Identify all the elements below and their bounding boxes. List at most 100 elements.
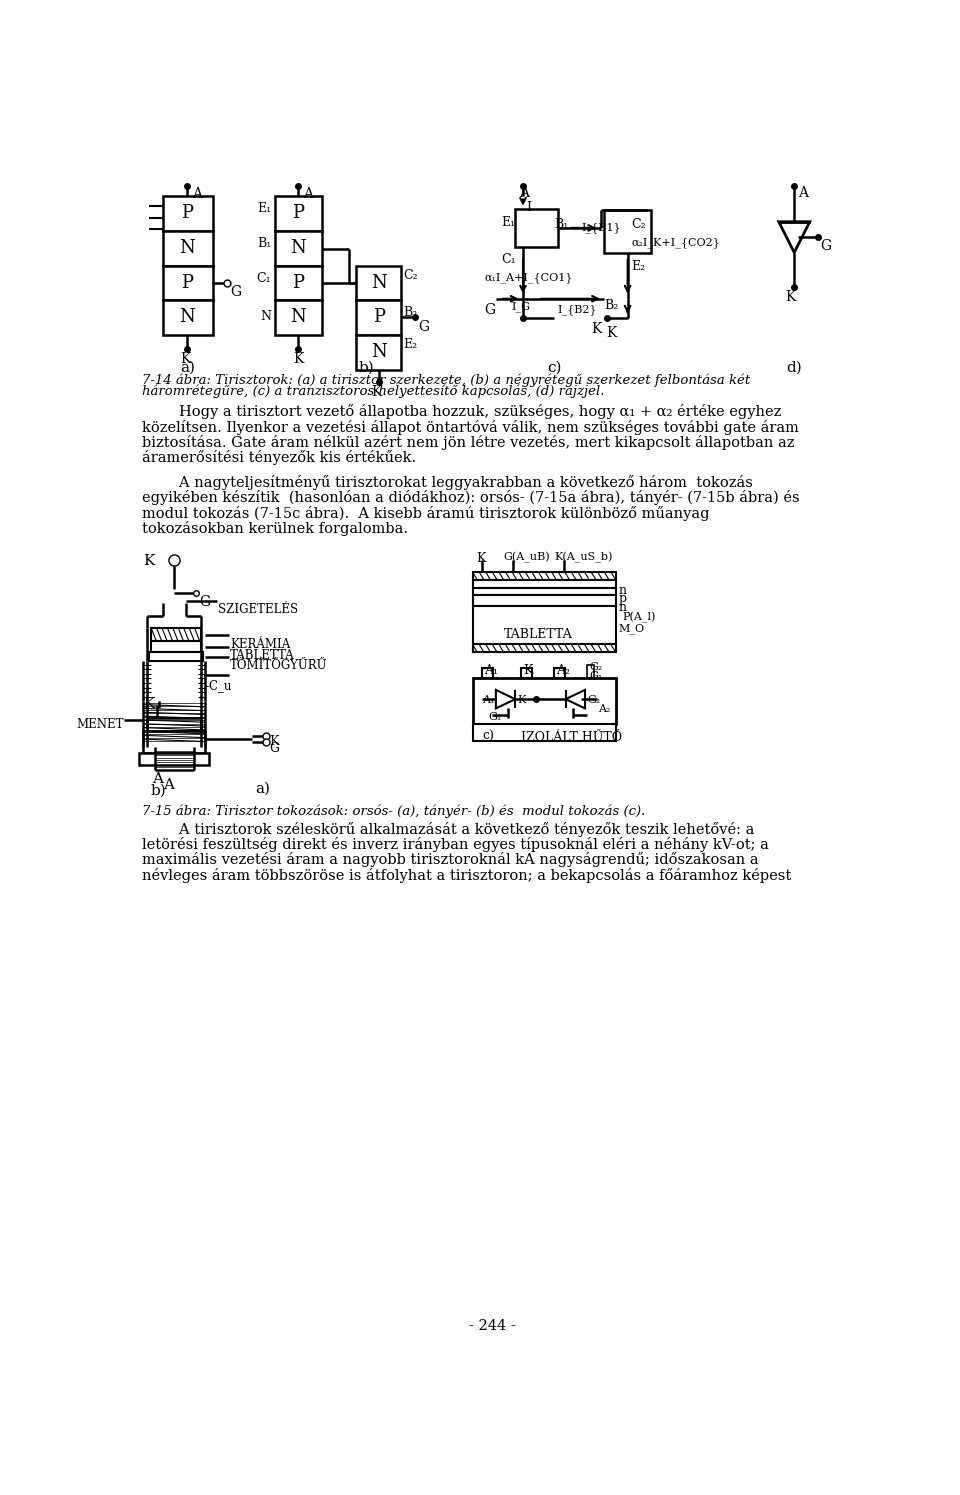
Text: A: A bbox=[519, 185, 529, 199]
Text: I: I bbox=[526, 200, 531, 214]
Text: α₁I_A+I_{CO1}: α₁I_A+I_{CO1} bbox=[484, 272, 573, 283]
Text: M_O: M_O bbox=[618, 623, 644, 634]
Bar bbox=[554, 668, 564, 677]
Bar bbox=[472, 588, 616, 595]
Text: - 244 -: - 244 - bbox=[468, 1319, 516, 1334]
Text: maximális vezetési áram a nagyobb tirisztoroknál kA nagyságrendű; időszakosan a: maximális vezetési áram a nagyobb tirisz… bbox=[142, 852, 758, 867]
Text: N: N bbox=[180, 308, 195, 326]
Text: K: K bbox=[372, 386, 382, 399]
Text: 7-15 ábra: Tirisztor tokozások: orsós- (a), tányér- (b) és  modul tokozás (c).: 7-15 ábra: Tirisztor tokozások: orsós- (… bbox=[142, 804, 645, 818]
Text: E₁: E₁ bbox=[257, 202, 271, 215]
Bar bbox=[275, 232, 322, 266]
Text: -C_u: -C_u bbox=[205, 679, 231, 692]
Text: K: K bbox=[523, 664, 533, 677]
Text: b): b) bbox=[151, 783, 167, 798]
Text: P: P bbox=[181, 274, 193, 292]
Text: A₁: A₁ bbox=[482, 695, 494, 704]
Text: E₂: E₂ bbox=[403, 338, 418, 351]
Bar bbox=[356, 335, 401, 369]
Text: G: G bbox=[270, 743, 279, 755]
Bar bbox=[162, 196, 213, 232]
Text: A: A bbox=[153, 771, 163, 785]
Text: G: G bbox=[230, 286, 241, 299]
Text: letörési feszültség direkt és inverz irányban egyes típusoknál eléri a néhány kV: letörési feszültség direkt és inverz irá… bbox=[142, 837, 769, 852]
Text: tokozásokban kerülnek forgalomba.: tokozásokban kerülnek forgalomba. bbox=[142, 522, 408, 537]
Text: G: G bbox=[484, 302, 495, 317]
Text: G: G bbox=[199, 595, 210, 608]
Text: N: N bbox=[180, 239, 195, 257]
Bar bbox=[472, 605, 616, 652]
Text: p: p bbox=[618, 592, 627, 605]
Text: A tirisztorok széleskörű alkalmazását a következő tényezők teszik lehetővé: a: A tirisztorok széleskörű alkalmazását a … bbox=[142, 822, 754, 837]
Text: C₂: C₂ bbox=[632, 218, 646, 230]
Text: I_G: I_G bbox=[512, 300, 530, 312]
Text: d): d) bbox=[786, 362, 803, 375]
Text: B₂: B₂ bbox=[605, 299, 618, 312]
Bar bbox=[150, 652, 203, 661]
Text: c): c) bbox=[482, 730, 493, 743]
Text: α₂I_K+I_{CO2}: α₂I_K+I_{CO2} bbox=[632, 238, 720, 248]
Text: K: K bbox=[180, 351, 190, 366]
Text: N: N bbox=[371, 342, 387, 360]
Text: a): a) bbox=[180, 362, 195, 375]
Text: Hogy a tirisztort vezető állapotba hozzuk, szükséges, hogy α₁ + α₂ értéke egyhez: Hogy a tirisztort vezető állapotba hozzu… bbox=[142, 404, 781, 419]
Text: egyikében készítik  (hasonlóan a diódákhoz): orsós- (7-15a ábra), tányér- (7-15b: egyikében készítik (hasonlóan a diódákho… bbox=[142, 490, 800, 505]
Text: I_{B1}: I_{B1} bbox=[581, 221, 621, 233]
Bar bbox=[472, 573, 616, 580]
Text: E₂: E₂ bbox=[632, 260, 646, 274]
Text: G: G bbox=[820, 239, 831, 254]
Text: G₂: G₂ bbox=[588, 662, 602, 673]
Text: K: K bbox=[591, 321, 602, 336]
Text: közelítsen. Ilyenkor a vezetési állapot öntartóvá válik, nem szükséges további g: közelítsen. Ilyenkor a vezetési állapot … bbox=[142, 420, 799, 435]
Text: A nagyteljesítményű tirisztorokat leggyakrabban a következő három  tokozás: A nagyteljesítményű tirisztorokat leggya… bbox=[142, 475, 753, 490]
Text: a): a) bbox=[255, 782, 271, 795]
Text: P: P bbox=[292, 274, 304, 292]
Bar bbox=[162, 266, 213, 300]
Bar bbox=[143, 731, 205, 753]
Polygon shape bbox=[496, 689, 516, 709]
Text: A₁: A₁ bbox=[484, 664, 498, 677]
Text: G(A_uB): G(A_uB) bbox=[504, 552, 550, 564]
Text: MENET: MENET bbox=[77, 719, 124, 731]
Bar bbox=[275, 196, 322, 232]
Text: TABLETTA: TABLETTA bbox=[504, 628, 573, 640]
Bar bbox=[520, 668, 532, 677]
Text: G₂: G₂ bbox=[588, 695, 601, 704]
Text: K: K bbox=[143, 697, 155, 710]
Bar bbox=[482, 668, 492, 677]
Text: A: A bbox=[303, 187, 313, 202]
Text: A: A bbox=[798, 185, 808, 199]
Text: E₁: E₁ bbox=[501, 217, 516, 229]
Text: G₁: G₁ bbox=[588, 671, 602, 682]
Text: C₁: C₁ bbox=[256, 272, 271, 286]
Text: c): c) bbox=[547, 362, 562, 375]
Bar bbox=[151, 628, 202, 641]
Text: K: K bbox=[607, 326, 617, 339]
Text: P: P bbox=[292, 205, 304, 223]
Text: N: N bbox=[290, 239, 306, 257]
Text: K: K bbox=[270, 734, 279, 748]
Text: A₂: A₂ bbox=[598, 704, 611, 713]
Text: IZOLÁLT HŰTŐ: IZOLÁLT HŰTŐ bbox=[520, 731, 622, 745]
Text: K: K bbox=[785, 290, 796, 305]
Text: 7-14 ábra: Tirisztorok: (a) a tirisztor szerkezete, (b) a négyrétegű szerkezet f: 7-14 ábra: Tirisztorok: (a) a tirisztor … bbox=[142, 374, 750, 387]
Text: modul tokozás (7-15c ábra).  A kisebb áramú tirisztorok különböző műanyag: modul tokozás (7-15c ábra). A kisebb ára… bbox=[142, 505, 709, 520]
Bar bbox=[356, 266, 401, 300]
Bar bbox=[472, 595, 616, 605]
Text: b): b) bbox=[359, 362, 374, 375]
Text: I_{B2}: I_{B2} bbox=[558, 303, 597, 315]
Bar bbox=[472, 644, 616, 652]
Bar bbox=[605, 211, 651, 253]
Bar bbox=[139, 753, 209, 765]
Text: K: K bbox=[293, 351, 303, 366]
Text: A₂: A₂ bbox=[557, 664, 570, 677]
Bar bbox=[472, 580, 616, 588]
Text: KERÁMIA: KERÁMIA bbox=[230, 637, 290, 650]
Text: K(A_uS_b): K(A_uS_b) bbox=[554, 552, 612, 564]
Text: P(A_l): P(A_l) bbox=[622, 611, 656, 623]
Text: P: P bbox=[181, 205, 193, 223]
Text: n: n bbox=[618, 601, 626, 613]
Text: N: N bbox=[371, 274, 387, 292]
Text: háromrétegűre, (c) a tranzisztoros helyettesítő kapcsolás, (d) rajzjel.: háromrétegűre, (c) a tranzisztoros helye… bbox=[142, 384, 604, 398]
Text: B₁: B₁ bbox=[257, 238, 271, 250]
